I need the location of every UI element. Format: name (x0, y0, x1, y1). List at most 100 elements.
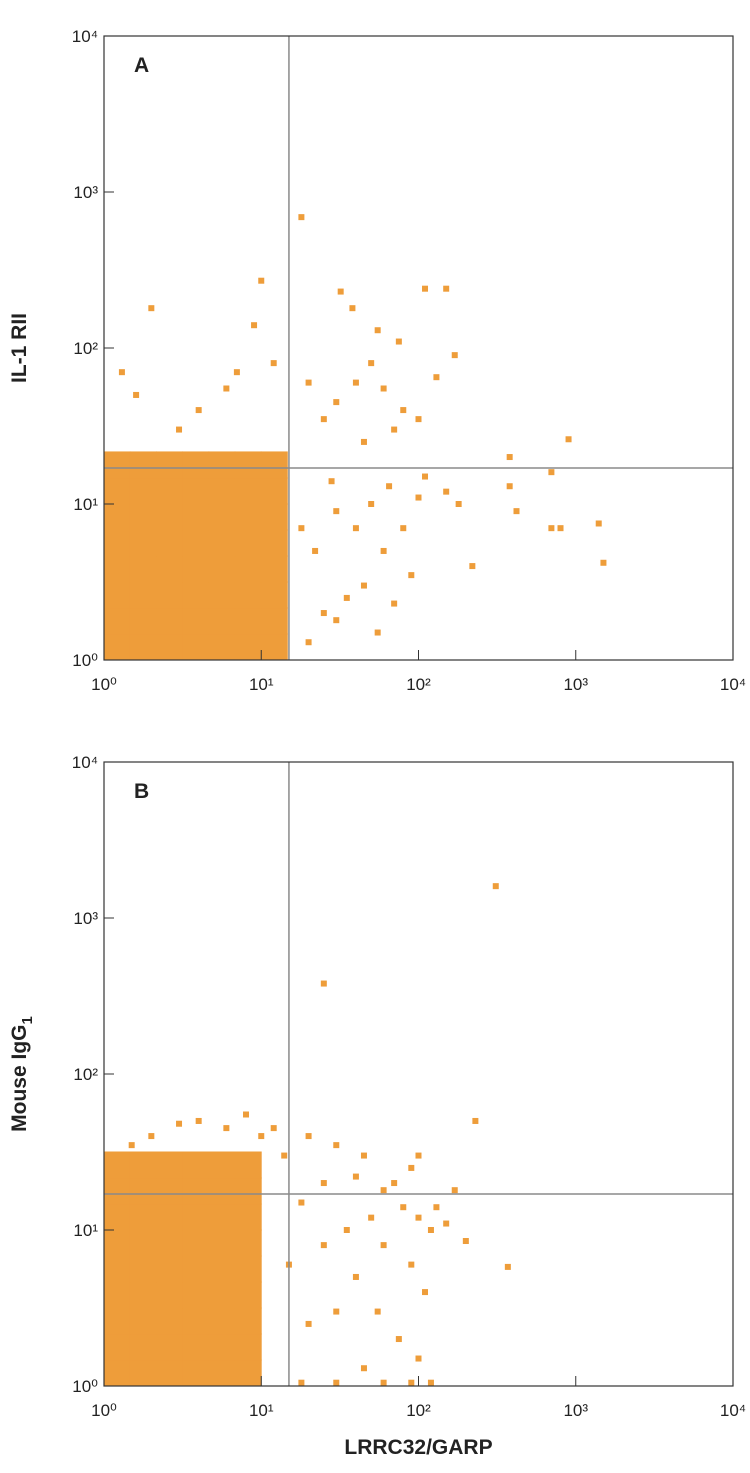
point (443, 285, 450, 292)
point (380, 1242, 387, 1249)
point (422, 1289, 429, 1296)
point (234, 1229, 262, 1257)
point (156, 555, 184, 583)
point (234, 1255, 262, 1283)
point (104, 633, 131, 660)
point (427, 1379, 434, 1386)
point (182, 1151, 210, 1179)
point (234, 607, 262, 635)
point (182, 555, 210, 583)
point (260, 633, 288, 660)
point (156, 1203, 184, 1231)
point (195, 407, 202, 414)
point (156, 529, 184, 557)
point (343, 594, 350, 601)
point (208, 503, 236, 531)
point (451, 1187, 458, 1194)
point (104, 555, 131, 583)
point (156, 1307, 184, 1335)
x-tick-label: 10⁴ (720, 1401, 746, 1420)
point (176, 426, 183, 433)
point (208, 451, 236, 479)
point (360, 438, 367, 445)
point (400, 407, 407, 414)
point (455, 501, 462, 507)
point (391, 600, 398, 607)
point (133, 391, 140, 398)
point (337, 288, 344, 295)
point (258, 1133, 265, 1140)
point (333, 617, 340, 624)
point (129, 503, 157, 531)
point (234, 529, 262, 557)
point (506, 483, 513, 490)
point (433, 374, 440, 381)
point (328, 478, 335, 485)
point (223, 1125, 230, 1132)
point (182, 1229, 210, 1257)
point (156, 1281, 184, 1309)
point (565, 436, 572, 443)
point (380, 385, 387, 392)
point (104, 1333, 131, 1361)
point (270, 1125, 277, 1132)
point (352, 1273, 359, 1280)
point (208, 529, 236, 557)
point (129, 1255, 157, 1283)
x-tick-label: 10² (406, 1401, 431, 1420)
y-tick-label: 10⁴ (72, 27, 98, 46)
point (182, 633, 210, 660)
panel-label: A (134, 54, 149, 77)
point (298, 1199, 305, 1206)
point (513, 508, 520, 515)
point (260, 581, 288, 609)
point (182, 1177, 210, 1205)
point (374, 1308, 381, 1315)
plot-area (104, 214, 607, 660)
point (118, 369, 125, 376)
point (374, 629, 381, 636)
point (352, 379, 359, 386)
point (234, 1333, 262, 1361)
point (380, 1379, 387, 1386)
point (234, 1307, 262, 1335)
point (343, 1227, 350, 1233)
x-tick-label: 10⁰ (91, 1401, 117, 1420)
point (380, 547, 387, 554)
point (208, 1229, 236, 1257)
point (298, 214, 305, 221)
point (234, 1151, 262, 1179)
point (129, 1333, 157, 1361)
point (320, 980, 327, 987)
y-tick-label: 10¹ (73, 1221, 98, 1240)
point (333, 1308, 340, 1315)
x-tick-label: 10³ (563, 675, 588, 694)
point (104, 1177, 131, 1205)
point (234, 1203, 262, 1231)
point (234, 477, 262, 505)
point (408, 572, 415, 579)
point (312, 547, 319, 554)
point (208, 477, 236, 505)
point (129, 1281, 157, 1309)
y-tick-label: 10¹ (73, 495, 98, 514)
point (182, 503, 210, 531)
point (333, 399, 340, 406)
point (422, 285, 429, 292)
point (320, 1242, 327, 1249)
point (368, 1214, 375, 1221)
y-tick-label: 10⁰ (72, 651, 98, 670)
point (156, 1359, 184, 1386)
point (360, 1152, 367, 1159)
point (104, 503, 131, 531)
point (415, 1152, 422, 1159)
point (129, 529, 157, 557)
point (260, 503, 288, 531)
point (469, 563, 476, 570)
point (451, 352, 458, 359)
point (260, 451, 288, 479)
point (415, 1355, 422, 1362)
point (506, 454, 513, 461)
point (395, 1336, 402, 1343)
point (129, 1307, 157, 1335)
